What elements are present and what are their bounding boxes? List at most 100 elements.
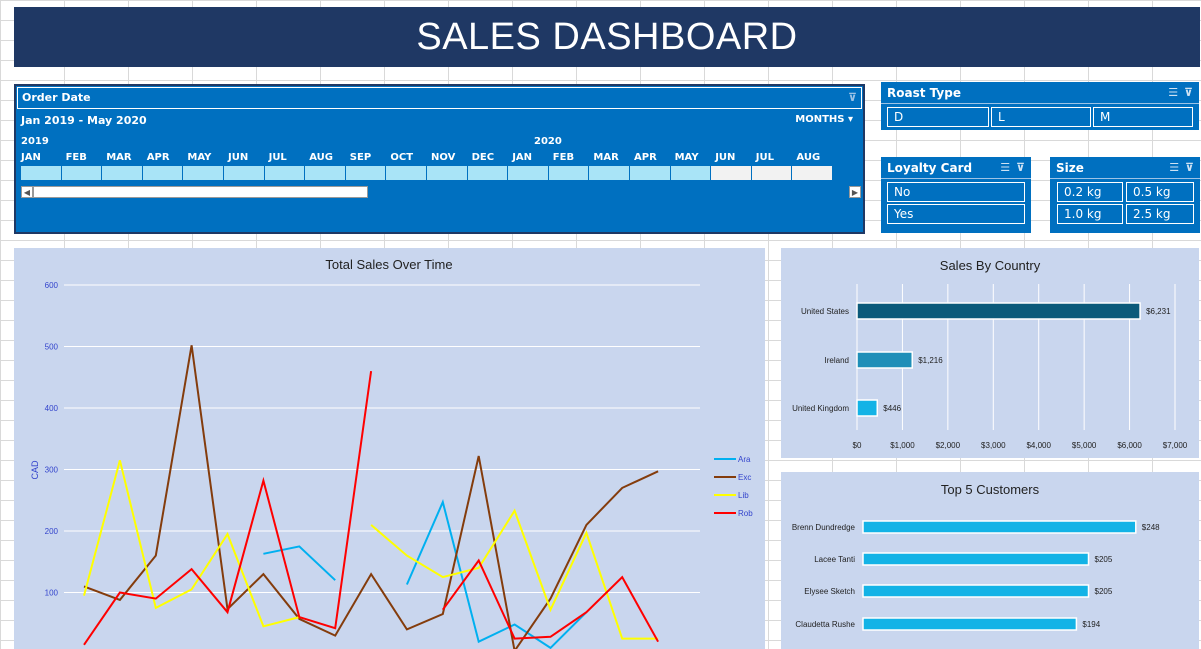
timeline-month-label[interactable]: MAY [187,152,212,163]
category-label: United Kingdom [792,404,849,413]
timeline-month-label[interactable]: NOV [431,152,456,163]
data-label: $1,216 [918,356,943,365]
scroll-track[interactable] [33,186,849,198]
timeline-month-cell[interactable] [426,166,468,180]
timeline-month-cell[interactable] [751,166,793,180]
timeline-month-label[interactable]: FEB [552,152,575,163]
roast-type-slicer[interactable]: Roast Type ☰ ⊽ D L M [881,82,1199,130]
clear-filter-icon[interactable]: ⊽ [1184,86,1193,99]
bar[interactable] [856,351,913,369]
loyalty-card-item[interactable]: No [887,182,1025,202]
timeline-month-cell[interactable] [467,166,509,180]
timeline-level-select[interactable]: MONTHS ▾ [795,114,853,125]
roast-type-item[interactable]: D [887,107,989,127]
y-tick-label: 500 [45,343,59,352]
timeline-month-label[interactable]: AUG [796,152,821,163]
timeline-month-cell[interactable] [305,166,346,180]
series-line-ara [405,499,588,649]
timeline-month-label[interactable]: JAN [21,152,41,163]
total-sales-chart-panel[interactable]: Total Sales Over Time CAD 100 200 300 400 50… [14,248,765,649]
timeline-month-cell[interactable] [548,166,590,180]
timeline-month-label[interactable]: MAY [674,152,699,163]
timeline-level-label: MONTHS [795,114,845,125]
bar[interactable] [856,302,1141,320]
category-label: Claudetta Rushe [795,620,855,629]
size-slicer[interactable]: Size ☰ ⊽ 0.2 kg 0.5 kg 1.0 kg 2.5 kg [1050,157,1200,233]
timeline-month-cell[interactable] [61,166,103,180]
timeline-month-cell[interactable] [589,166,630,180]
scroll-left-icon[interactable]: ◀ [21,186,33,198]
timeline-month-cell[interactable] [670,166,712,180]
size-item[interactable]: 2.5 kg [1126,204,1194,224]
legend-label: Rob [738,509,753,518]
clear-filter-icon[interactable]: ⊽ [848,91,857,104]
multi-select-icon[interactable]: ☰ [1000,161,1011,174]
timeline-month-cell[interactable] [21,166,62,180]
timeline-month-cell[interactable] [142,166,184,180]
loyalty-card-item[interactable]: Yes [887,204,1025,224]
timeline-month-label[interactable]: SEP [349,152,372,163]
series-line-rob [83,370,373,646]
size-item[interactable]: 1.0 kg [1057,204,1123,224]
timeline-month-cells[interactable] [21,166,833,180]
clear-filter-icon[interactable]: ⊽ [1016,161,1025,174]
timeline-month-label[interactable]: JUN [228,152,249,163]
x-tick-label: $5,000 [1072,441,1097,450]
timeline-month-cell[interactable] [223,166,265,180]
timeline-month-cell[interactable] [345,166,387,180]
top-customers-panel[interactable]: Top 5 Customers Brenn Dundredge $248 Lacee… [781,472,1199,649]
timeline-month-label[interactable]: JUN [715,152,736,163]
timeline-scrollbar[interactable]: ◀ ▶ [21,186,861,198]
multi-select-icon[interactable]: ☰ [1169,161,1180,174]
timeline-month-label[interactable]: MAR [106,152,132,163]
size-item[interactable]: 0.2 kg [1057,182,1123,202]
data-label: $205 [1095,587,1113,596]
timeline-month-label[interactable]: MAR [593,152,619,163]
sales-by-country-chart: Sales By Country $0 $1,000 $2,000 $3,000 $4,… [792,258,1188,450]
bar[interactable] [862,552,1090,566]
timeline-month-label[interactable]: JUL [268,152,287,163]
chart-title: Total Sales Over Time [325,257,452,272]
order-date-timeline[interactable]: Order Date ⊽ Jan 2019 - May 2020 MONTHS … [14,84,865,234]
y-tick-label: 400 [45,404,59,413]
y-tick-label: 600 [45,281,59,290]
timeline-month-cell[interactable] [264,166,306,180]
sales-by-country-panel[interactable]: Sales By Country $0 $1,000 $2,000 $3,000 $4,… [781,248,1199,458]
timeline-month-label[interactable]: OCT [390,152,414,163]
timeline-month-label[interactable]: JUL [755,152,775,163]
timeline-year: 2020 [534,136,562,147]
x-tick-label: $0 [853,441,862,450]
timeline-month-label[interactable]: APR [634,152,657,163]
timeline-month-label[interactable]: FEB [65,152,87,163]
clear-filter-icon[interactable]: ⊽ [1185,161,1194,174]
series-line-lib [370,508,659,640]
timeline-month-label[interactable]: JAN [512,152,533,163]
bar[interactable] [862,617,1078,631]
timeline-month-cell[interactable] [183,166,224,180]
legend-label: Exc [738,473,751,482]
size-header: Size ☰ ⊽ [1050,157,1200,179]
category-label: United States [801,307,849,316]
bar[interactable] [862,520,1137,534]
y-tick-label: 300 [45,466,59,475]
bar[interactable] [862,584,1090,598]
multi-select-icon[interactable]: ☰ [1168,86,1179,99]
timeline-month-cell[interactable] [102,166,143,180]
scroll-right-icon[interactable]: ▶ [849,186,861,198]
timeline-month-cell[interactable] [711,166,752,180]
timeline-month-cell[interactable] [792,166,833,180]
timeline-month-label[interactable]: AUG [309,152,333,163]
loyalty-card-slicer[interactable]: Loyalty Card ☰ ⊽ No Yes [881,157,1031,233]
bar[interactable] [856,399,879,417]
roast-type-item[interactable]: M [1093,107,1193,127]
timeline-month-label[interactable]: APR [146,152,170,163]
roast-type-item[interactable]: L [991,107,1091,127]
size-item[interactable]: 0.5 kg [1126,182,1194,202]
timeline-month-cell[interactable] [386,166,427,180]
timeline-month-label[interactable]: DEC [471,152,495,163]
scroll-thumb[interactable] [33,186,368,198]
timeline-month-cell[interactable] [629,166,671,180]
timeline-month-cell[interactable] [508,166,549,180]
x-tick-label: $6,000 [1117,441,1142,450]
series-line-rob [441,558,659,643]
